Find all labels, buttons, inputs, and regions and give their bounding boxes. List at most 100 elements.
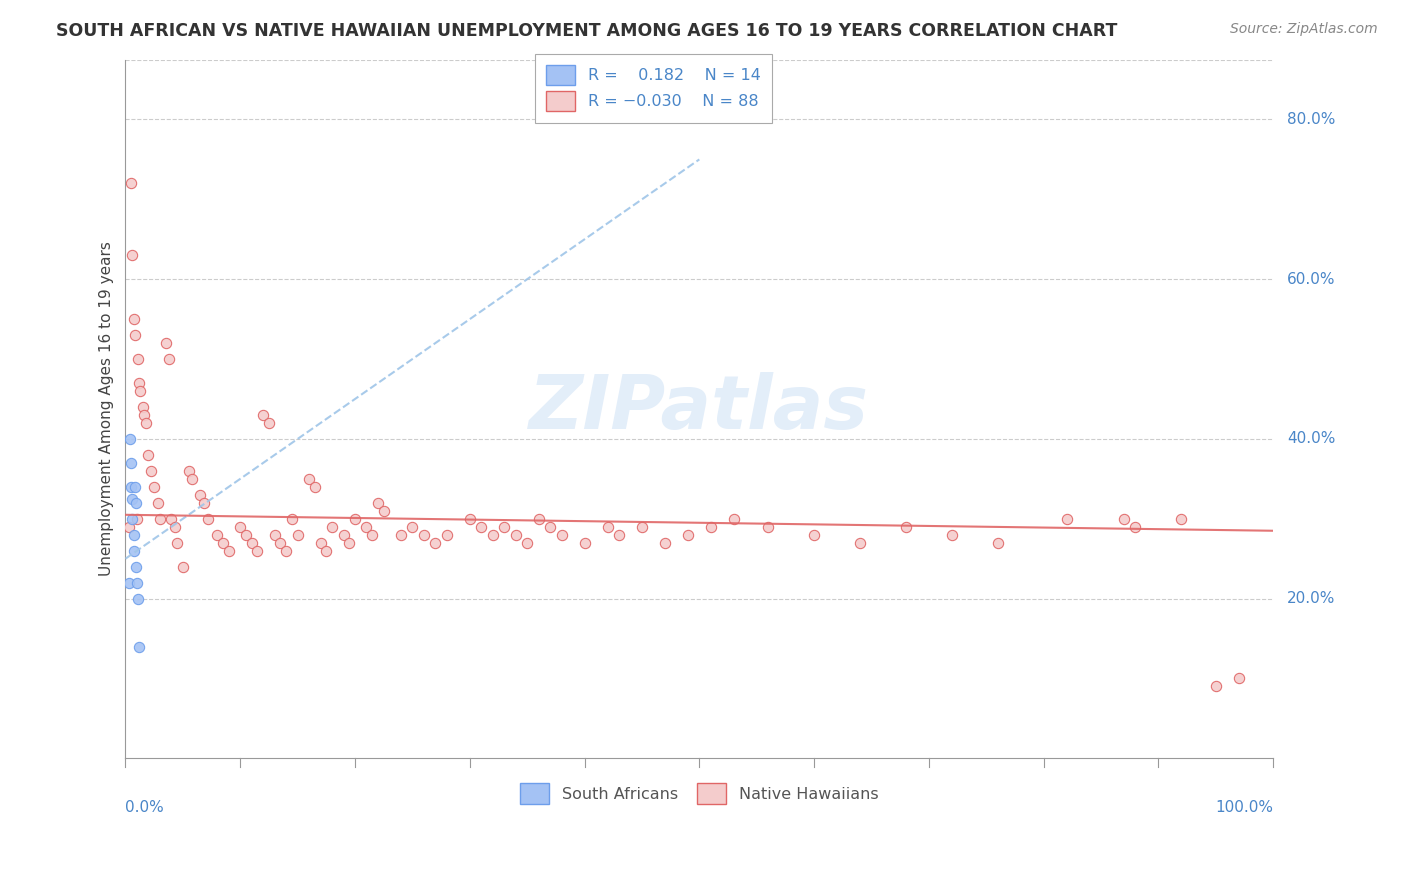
Point [252, 408, 274, 422]
Point [337, 535, 360, 549]
Point [181, 472, 204, 486]
Point [425, 535, 447, 549]
Point [470, 520, 492, 534]
Point [166, 535, 188, 549]
Point [132, 408, 155, 422]
Point [149, 512, 172, 526]
Point [332, 527, 354, 541]
Point [1125, 520, 1147, 534]
Point [596, 520, 619, 534]
Point [120, 480, 142, 494]
Point [120, 177, 142, 191]
Point [121, 491, 143, 506]
Legend: South Africans, Native Hawaiians: South Africans, Native Hawaiians [510, 773, 889, 814]
Point [321, 520, 343, 534]
Point [139, 464, 162, 478]
Point [124, 480, 146, 494]
Point [367, 496, 389, 510]
Point [235, 527, 257, 541]
Point [124, 328, 146, 343]
Point [436, 527, 458, 541]
Point [129, 384, 152, 398]
Point [607, 527, 630, 541]
Point [218, 543, 240, 558]
Text: Source: ZipAtlas.com: Source: ZipAtlas.com [1230, 22, 1378, 37]
Point [894, 520, 917, 534]
Point [122, 312, 145, 326]
Point [505, 527, 527, 541]
Point [1227, 672, 1250, 686]
Point [315, 543, 337, 558]
Text: 40.0%: 40.0% [1286, 432, 1336, 446]
Point [654, 535, 676, 549]
Point [401, 520, 423, 534]
Point [481, 527, 503, 541]
Point [494, 520, 516, 534]
Text: 0.0%: 0.0% [125, 800, 165, 815]
Point [120, 456, 142, 470]
Text: SOUTH AFRICAN VS NATIVE HAWAIIAN UNEMPLOYMENT AMONG AGES 16 TO 19 YEARS CORRELAT: SOUTH AFRICAN VS NATIVE HAWAIIAN UNEMPLO… [56, 22, 1118, 40]
Point [263, 527, 285, 541]
Point [122, 527, 145, 541]
Point [356, 520, 378, 534]
Point [516, 535, 538, 549]
Point [240, 535, 263, 549]
Point [1112, 512, 1135, 526]
Point [550, 527, 572, 541]
Point [188, 488, 211, 502]
Point [120, 432, 142, 446]
Point [1056, 512, 1078, 526]
Point [458, 512, 481, 526]
Point [118, 575, 141, 590]
Point [631, 520, 654, 534]
Point [309, 535, 332, 549]
Text: ZIPatlas: ZIPatlas [529, 373, 869, 445]
Point [281, 512, 304, 526]
Point [172, 559, 194, 574]
Point [197, 512, 219, 526]
Point [756, 520, 779, 534]
Point [127, 591, 149, 606]
Point [135, 416, 157, 430]
Point [538, 520, 561, 534]
Point [1205, 680, 1227, 694]
Point [304, 480, 326, 494]
Point [207, 527, 229, 541]
Text: 60.0%: 60.0% [1286, 272, 1336, 286]
Text: 80.0%: 80.0% [1286, 112, 1336, 127]
Point [160, 512, 183, 526]
Point [276, 543, 298, 558]
Point [118, 520, 141, 534]
Point [122, 543, 145, 558]
Point [155, 336, 177, 351]
Point [361, 527, 384, 541]
Point [229, 520, 252, 534]
Point [298, 472, 321, 486]
Point [146, 496, 169, 510]
Point [257, 416, 280, 430]
Point [1170, 512, 1192, 526]
Text: 100.0%: 100.0% [1215, 800, 1274, 815]
Point [412, 527, 434, 541]
Point [125, 559, 148, 574]
Point [125, 512, 148, 526]
Point [121, 248, 143, 262]
Point [163, 520, 186, 534]
Point [803, 527, 825, 541]
Point [157, 352, 180, 367]
Point [849, 535, 872, 549]
Point [527, 512, 550, 526]
Point [941, 527, 963, 541]
Point [987, 535, 1010, 549]
Point [373, 504, 395, 518]
Point [343, 512, 366, 526]
Point [389, 527, 412, 541]
Point [723, 512, 745, 526]
Point [212, 535, 235, 549]
Point [128, 376, 150, 390]
Point [128, 640, 150, 654]
Point [574, 535, 596, 549]
Point [143, 480, 166, 494]
Point [177, 464, 200, 478]
Point [193, 496, 215, 510]
